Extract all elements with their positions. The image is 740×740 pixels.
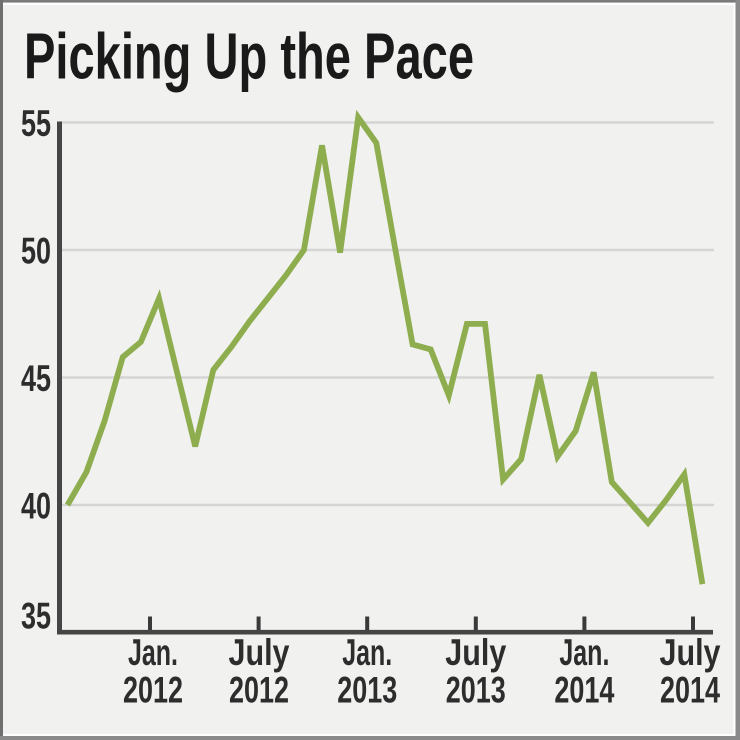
svg-text:Picking Up the Pace: Picking Up the Pace [24, 19, 474, 92]
svg-text:Jan.: Jan. [342, 632, 392, 673]
svg-text:Jan.: Jan. [128, 632, 178, 673]
svg-text:July: July [660, 632, 721, 673]
svg-text:2014: 2014 [660, 670, 720, 711]
svg-text:2013: 2013 [337, 670, 397, 711]
svg-text:45: 45 [21, 358, 51, 399]
svg-text:2012: 2012 [229, 670, 289, 711]
svg-text:July: July [445, 632, 506, 673]
svg-text:2012: 2012 [123, 670, 183, 711]
svg-text:July: July [229, 632, 290, 673]
svg-text:35: 35 [21, 595, 51, 636]
svg-text:Jan.: Jan. [559, 632, 609, 673]
svg-text:2013: 2013 [446, 670, 506, 711]
svg-text:50: 50 [21, 230, 51, 271]
svg-text:40: 40 [21, 485, 51, 526]
svg-text:55: 55 [21, 103, 51, 144]
svg-text:2014: 2014 [554, 670, 614, 711]
